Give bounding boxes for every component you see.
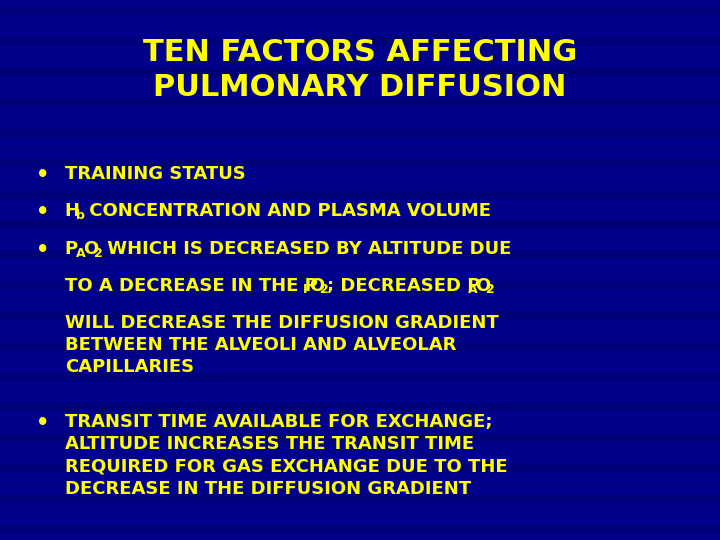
Text: A: A [467,284,477,296]
Text: O: O [309,277,325,295]
Text: H: H [65,202,80,220]
Text: TO A DECREASE IN THE P: TO A DECREASE IN THE P [65,277,318,295]
Text: •: • [36,413,50,433]
Text: •: • [36,165,50,185]
Text: b: b [76,209,84,222]
Text: •: • [36,202,50,222]
Text: I: I [303,284,307,296]
Text: 2: 2 [486,284,495,296]
Text: A: A [76,247,85,260]
Text: TRANSIT TIME AVAILABLE FOR EXCHANGE;
ALTITUDE INCREASES THE TRANSIT TIME
REQUIRE: TRANSIT TIME AVAILABLE FOR EXCHANGE; ALT… [65,413,508,498]
Text: ; DECREASED P: ; DECREASED P [327,277,480,295]
Text: 2: 2 [320,284,329,296]
Text: 2: 2 [94,247,103,260]
Text: TRAINING STATUS: TRAINING STATUS [65,165,246,183]
Text: •: • [36,240,50,260]
Text: WHICH IS DECREASED BY ALTITUDE DUE: WHICH IS DECREASED BY ALTITUDE DUE [102,240,512,258]
Text: TEN FACTORS AFFECTING
PULMONARY DIFFUSION: TEN FACTORS AFFECTING PULMONARY DIFFUSIO… [143,38,577,102]
Text: O: O [83,240,99,258]
Text: O: O [475,277,490,295]
Text: CONCENTRATION AND PLASMA VOLUME: CONCENTRATION AND PLASMA VOLUME [83,202,491,220]
Text: WILL DECREASE THE DIFFUSION GRADIENT
BETWEEN THE ALVEOLI AND ALVEOLAR
CAPILLARIE: WILL DECREASE THE DIFFUSION GRADIENT BET… [65,314,498,376]
Text: P: P [65,240,78,258]
